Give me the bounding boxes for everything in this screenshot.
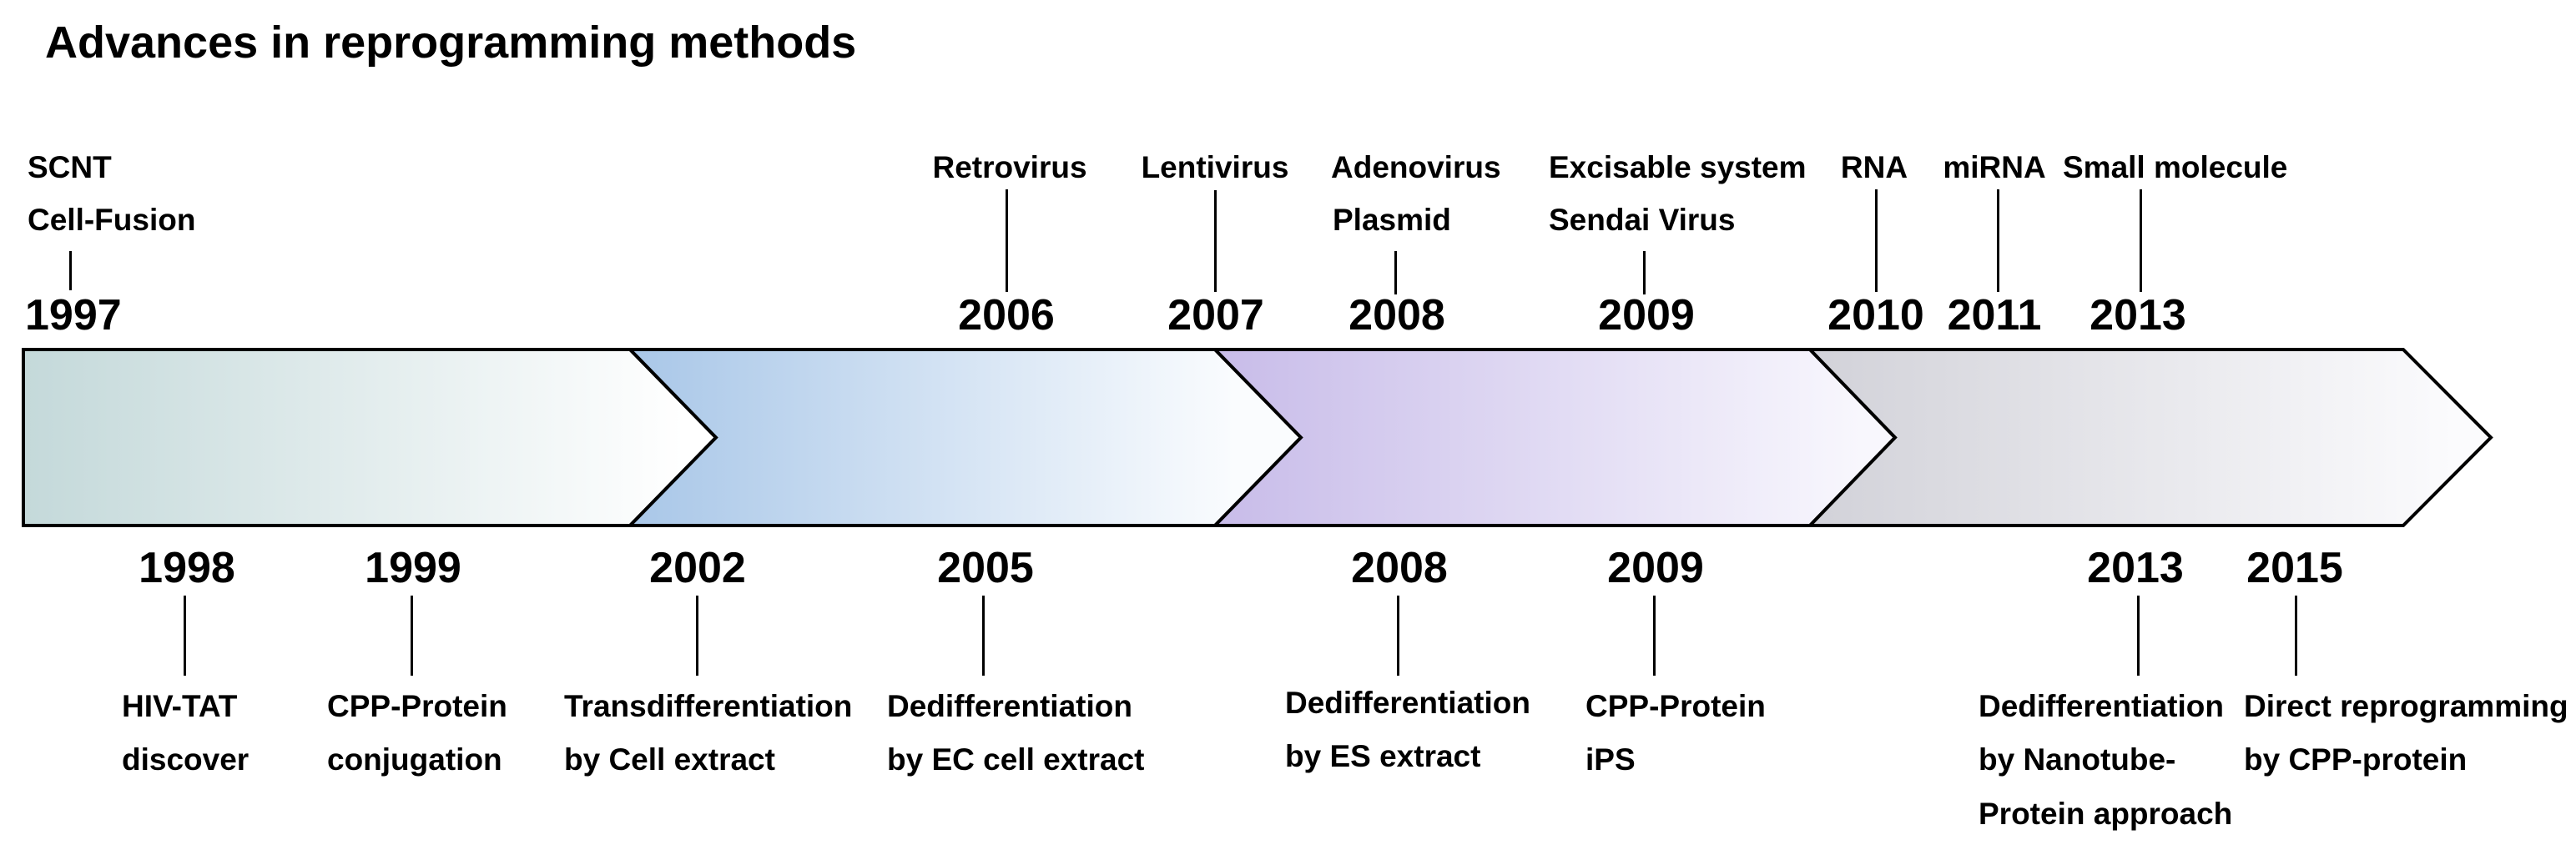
band-segment-2 xyxy=(626,348,1303,527)
bottom-event-2002-tick xyxy=(696,596,698,676)
bottom-event-2005-tick xyxy=(982,596,985,676)
bottom-event-2015-desc-2: by CPP-protein xyxy=(2244,742,2468,777)
top-event-2013-tick xyxy=(2140,189,2142,292)
top-event-2008-tick xyxy=(1394,251,1397,294)
bottom-event-2008-desc-1: Dedifferentiation xyxy=(1285,686,1530,720)
top-event-2007-tick xyxy=(1214,190,1217,292)
bottom-event-2008-tick xyxy=(1397,596,1399,676)
bottom-event-2005-desc-1: Dedifferentiation xyxy=(887,689,1132,723)
bottom-event-2002-desc-1: Transdifferentiation xyxy=(564,689,853,723)
bottom-event-1998-tick xyxy=(184,596,186,676)
top-event-2010-label-1: RNA xyxy=(1840,150,1908,184)
figure-title: Advances in reprogramming methods xyxy=(45,18,857,68)
bottom-event-1999-desc-1: CPP-Protein xyxy=(327,689,507,723)
bottom-event-2002-desc-2: by Cell extract xyxy=(564,742,775,777)
bottom-event-2009-desc-1: CPP-Protein xyxy=(1585,689,1766,723)
bottom-event-1998-desc-1: HIV-TAT xyxy=(122,689,238,723)
bottom-event-2009-tick xyxy=(1653,596,1656,676)
bottom-event-1998-year: 1998 xyxy=(139,544,235,592)
top-event-2008-year: 2008 xyxy=(1348,291,1445,340)
band-segment-3 xyxy=(1211,348,1898,527)
top-event-2008-label-1: Adenovirus xyxy=(1331,150,1501,184)
top-event-2009-tick xyxy=(1643,251,1646,294)
bottom-event-2002-year: 2002 xyxy=(649,544,746,592)
bottom-event-1999-tick xyxy=(411,596,413,676)
top-event-2009-year: 2009 xyxy=(1598,291,1695,340)
bottom-event-2009-desc-2: iPS xyxy=(1585,742,1636,777)
top-event-2011-label-1: miRNA xyxy=(1943,150,2046,184)
bottom-event-2013-desc-2: by Nanotube- xyxy=(1979,742,2176,777)
bottom-event-2005-year: 2005 xyxy=(937,544,1034,592)
top-event-2006-year: 2006 xyxy=(958,291,1055,340)
top-event-2013-label-1: Small molecule xyxy=(2063,150,2288,184)
top-event-1997-label-1: SCNT xyxy=(28,150,112,184)
top-event-2008-label-2: Plasmid xyxy=(1333,203,1451,237)
top-event-2010-tick xyxy=(1875,189,1878,292)
top-event-2007-label-1: Lentivirus xyxy=(1141,150,1289,184)
top-event-2011-year: 2011 xyxy=(1947,291,2042,340)
top-event-1997-year: 1997 xyxy=(25,291,122,340)
bottom-event-2013-desc-3: Protein approach xyxy=(1979,797,2233,831)
band-segment-4-arrowhead xyxy=(1806,348,2493,527)
top-event-2009-label-1: Excisable system xyxy=(1549,150,1807,184)
bottom-event-2015-desc-1: Direct reprogramming xyxy=(2244,689,2568,723)
bottom-event-2009-year: 2009 xyxy=(1607,544,1704,592)
top-event-2009-label-2: Sendai Virus xyxy=(1549,203,1736,237)
bottom-event-2008-year: 2008 xyxy=(1351,544,1448,592)
top-event-2013-year: 2013 xyxy=(2090,291,2186,340)
bottom-event-2013-tick xyxy=(2137,596,2140,676)
top-event-2011-tick xyxy=(1997,189,1999,292)
bottom-event-1998-desc-2: discover xyxy=(122,742,250,777)
bottom-event-2015-year: 2015 xyxy=(2246,544,2343,592)
band-segment-1 xyxy=(22,348,718,527)
bottom-event-1999-year: 1999 xyxy=(365,544,461,592)
top-event-2007-year: 2007 xyxy=(1167,291,1264,340)
bottom-event-2013-year: 2013 xyxy=(2087,544,2184,592)
top-event-1997-label-2: Cell-Fusion xyxy=(28,203,196,237)
top-event-1997-tick xyxy=(69,251,72,290)
bottom-event-2005-desc-2: by EC cell extract xyxy=(887,742,1145,777)
bottom-event-1999-desc-2: conjugation xyxy=(327,742,502,777)
bottom-event-2015-tick xyxy=(2295,596,2297,676)
bottom-event-2008-desc-2: by ES extract xyxy=(1285,739,1481,773)
top-event-2010-year: 2010 xyxy=(1827,291,1924,340)
top-event-2006-tick xyxy=(1006,189,1008,292)
top-event-2006-label-1: Retrovirus xyxy=(932,150,1087,184)
bottom-event-2013-desc-1: Dedifferentiation xyxy=(1979,689,2224,723)
